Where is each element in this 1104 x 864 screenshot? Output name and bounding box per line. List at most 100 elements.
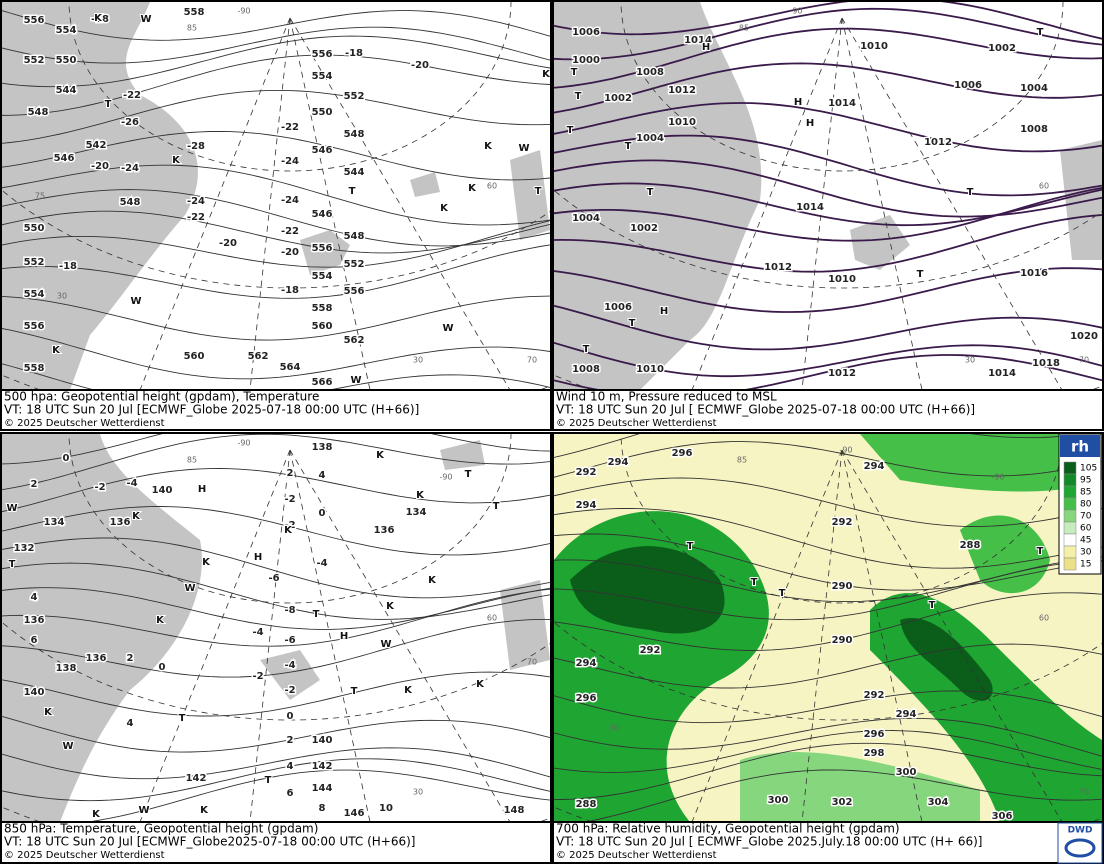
legend-label: 15 <box>1080 560 1091 570</box>
pressure-symbol: K <box>416 490 425 501</box>
height-label: 290 <box>832 581 853 592</box>
isobar-label: 1008 <box>572 364 600 375</box>
pressure-symbol: W <box>184 583 195 594</box>
meridian <box>841 449 923 821</box>
contour-line <box>554 508 1102 569</box>
height-label: 554 <box>312 271 333 282</box>
contour-line <box>2 434 550 491</box>
contour-line <box>2 328 550 380</box>
pressure-symbol: K <box>428 575 437 586</box>
contour-line <box>2 671 550 717</box>
legend-label: 85 <box>1080 488 1091 498</box>
pressure-symbol: K <box>386 601 395 612</box>
contour-line <box>2 562 550 620</box>
height-label: 556 <box>312 49 333 60</box>
contour-line <box>2 35 550 88</box>
legend-swatch <box>1063 509 1077 523</box>
parallel <box>620 434 1064 604</box>
grid-label: -90 <box>789 7 802 16</box>
meridian <box>249 449 291 821</box>
parallel <box>554 189 1102 289</box>
pressure-symbol: K <box>484 141 493 152</box>
legend-swatch <box>1063 533 1077 547</box>
pressure-symbol: T <box>349 186 356 197</box>
pressure-symbol: K <box>404 685 413 696</box>
caption: VT: 18 UTC Sun 20 Jul [ECMWF_Globe 2025-… <box>4 403 419 417</box>
parallel <box>2 621 550 721</box>
meridian <box>139 449 291 821</box>
contour-line <box>554 560 1102 621</box>
isobar-label: 1018 <box>1032 358 1060 369</box>
contour-line <box>554 477 1102 527</box>
temperature-label: -4 <box>252 627 263 638</box>
height-label: 136 <box>86 653 107 664</box>
pressure-symbol: T <box>493 501 500 512</box>
legend-label: 70 <box>1080 512 1092 522</box>
land <box>2 434 550 821</box>
caption: Wind 10 m, Pressure reduced to MSL <box>556 390 777 404</box>
temperature-label: -6 <box>284 635 295 646</box>
temperature-label: -6 <box>268 573 279 584</box>
height-label: 294 <box>896 709 917 720</box>
parallel <box>2 189 550 289</box>
contour-line <box>2 295 550 341</box>
legend-title: rh <box>1071 438 1089 456</box>
contour-line <box>554 159 1102 218</box>
legend-swatch <box>1063 545 1077 559</box>
height-label: 558 <box>24 363 45 374</box>
pressure-symbol: K <box>94 13 103 24</box>
isobar-label: 1004 <box>636 133 664 144</box>
isobar-label: 1002 <box>988 43 1016 54</box>
height-label: 136 <box>110 517 131 528</box>
height-label: 132 <box>14 543 35 554</box>
height-label: 556 <box>24 15 45 26</box>
humidity-field <box>554 434 1102 821</box>
isobar-label: 1002 <box>630 223 658 234</box>
height-label: 554 <box>24 289 45 300</box>
temperature-label: -2 <box>94 482 105 493</box>
temperature-label: 6 <box>31 635 38 646</box>
contour-group <box>554 2 1102 389</box>
contour-line <box>2 434 550 465</box>
height-label: 548 <box>120 197 141 208</box>
grid-label: 30 <box>609 724 619 733</box>
pressure-symbol: H <box>660 306 668 317</box>
labels: 556 554 552 550 548 544 542 546 548 550 552 554 556 5… <box>4 6 1099 862</box>
temperature-label: 4 <box>127 718 134 729</box>
height-label: 292 <box>640 645 661 656</box>
pressure-symbol: H <box>340 631 348 642</box>
contour-line <box>2 468 550 513</box>
isobar-label: 1014 <box>796 202 824 213</box>
temperature-label: 2 <box>127 653 134 664</box>
height-label: 300 <box>896 767 917 778</box>
logo: DWD <box>1057 822 1103 864</box>
height-label: 564 <box>280 362 301 373</box>
grid-label: 70 <box>527 658 537 667</box>
pressure-symbol: T <box>687 541 694 552</box>
pressure-symbol: T <box>929 600 936 611</box>
temperature-label: -4 <box>316 558 327 569</box>
isobar-label: 1002 <box>604 93 632 104</box>
height-label: 548 <box>28 107 49 118</box>
temperature-label: 6 <box>287 788 294 799</box>
contour-group <box>554 434 1102 821</box>
grid-label: 60 <box>487 614 497 623</box>
contour-line <box>554 341 1102 378</box>
height-label: 288 <box>960 540 981 551</box>
contour-line <box>554 27 1102 89</box>
isobar-label: 1010 <box>668 117 696 128</box>
isobar-label: 1004 <box>572 213 600 224</box>
caption: VT: 18 UTC Sun 20 Jul [ ECMWF_Globe 2025… <box>556 403 975 417</box>
isobar-label: 1006 <box>604 302 632 313</box>
height-label: 298 <box>864 748 885 759</box>
isobar-label: 1008 <box>1020 124 1048 135</box>
pressure-symbol: T <box>629 318 636 329</box>
temperature-label: -4 <box>284 660 295 671</box>
temperature-label: -24 <box>281 156 299 167</box>
temperature-label: -4 <box>126 478 137 489</box>
logo-text: DWD <box>1068 826 1093 836</box>
pressure-symbol: K <box>284 525 293 536</box>
contour-line <box>554 7 1102 61</box>
grid-label: 85 <box>187 24 197 33</box>
isobar-label: 1010 <box>828 274 856 285</box>
